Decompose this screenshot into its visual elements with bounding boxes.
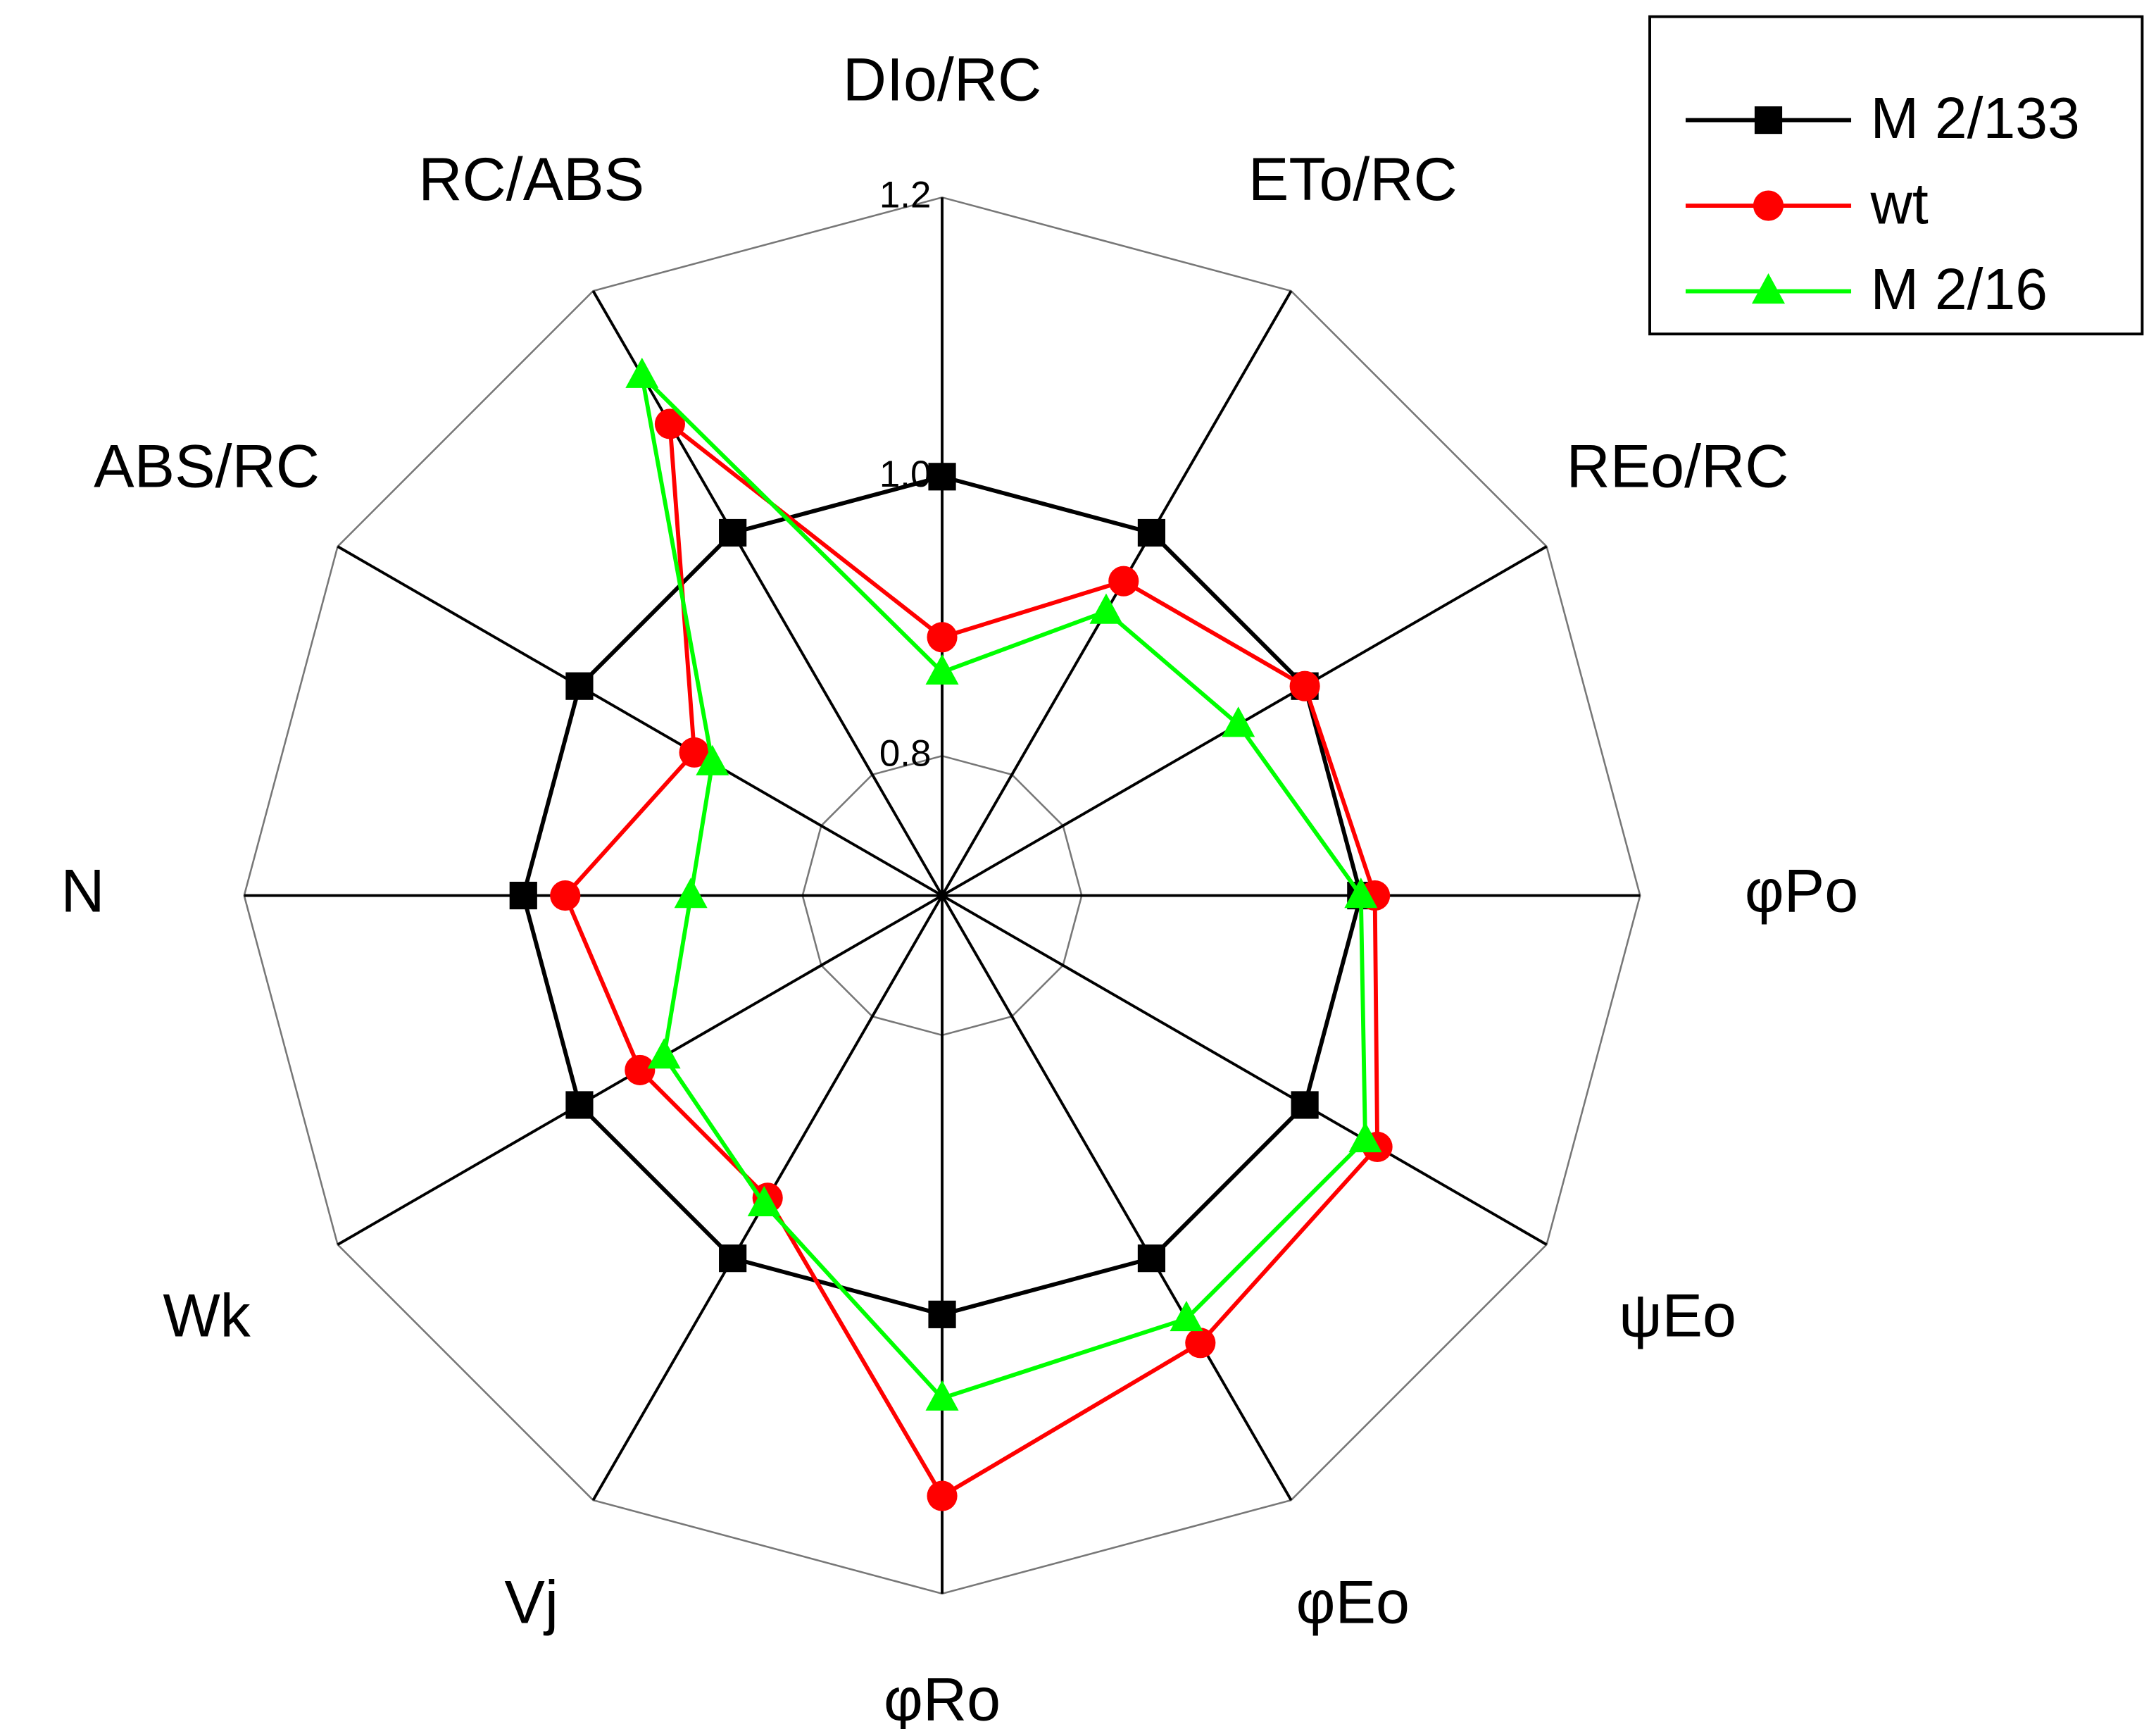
marker — [747, 1185, 781, 1217]
marker — [565, 1091, 594, 1119]
legend-label: M 2/133 — [1870, 87, 2079, 151]
legend: M 2/133 wt M 2/16 — [1648, 15, 2144, 336]
category-label: ETo/RC — [1248, 146, 1458, 213]
legend-marker — [1753, 190, 1784, 221]
marker — [925, 654, 959, 685]
marker — [1108, 566, 1139, 597]
axis-spoke — [941, 894, 1548, 1246]
marker — [1348, 1122, 1382, 1153]
category-label: φPo — [1745, 857, 1858, 925]
legend-box — [1648, 15, 2144, 336]
category-label: φEo — [1296, 1569, 1410, 1637]
r-tick-label: 1.2 — [879, 174, 932, 216]
axis-spoke — [941, 894, 1293, 1502]
marker — [654, 408, 685, 439]
marker — [1289, 670, 1320, 701]
marker — [696, 744, 729, 775]
marker — [1170, 1301, 1203, 1332]
marker — [565, 672, 594, 700]
legend-label: M 2/16 — [1870, 258, 2047, 322]
category-label: Wk — [163, 1282, 251, 1349]
marker — [550, 880, 581, 911]
marker — [1344, 878, 1378, 909]
marker — [509, 881, 537, 910]
r-tick-label: 0.8 — [879, 732, 932, 774]
marker — [679, 737, 710, 768]
marker — [674, 878, 708, 909]
marker — [1137, 518, 1166, 547]
marker — [719, 518, 747, 547]
category-label: RC/ABS — [418, 146, 644, 213]
axis-spoke — [591, 290, 944, 897]
category-label: ψEo — [1619, 1282, 1736, 1349]
marker — [925, 1380, 959, 1411]
marker — [719, 1244, 747, 1273]
category-label: ABS/RC — [94, 432, 320, 500]
marker — [625, 357, 659, 388]
category-label: DIo/RC — [843, 46, 1042, 113]
category-label: Vj — [504, 1569, 558, 1637]
marker — [927, 1480, 958, 1511]
marker — [1137, 1244, 1166, 1273]
category-label: REo/RC — [1566, 432, 1788, 500]
r-tick-label: 1.0 — [879, 454, 932, 495]
category-label: φRo — [884, 1666, 1001, 1729]
marker — [625, 1054, 656, 1085]
category-label: N — [61, 857, 104, 925]
legend-label: wt — [1869, 173, 1928, 237]
marker — [1089, 593, 1123, 624]
axis-spoke — [337, 545, 944, 897]
marker — [1291, 1091, 1319, 1119]
marker — [647, 1038, 681, 1069]
legend-marker — [1751, 273, 1786, 304]
legend-marker — [1754, 106, 1783, 135]
marker — [1222, 706, 1255, 737]
marker — [928, 463, 956, 491]
marker — [1185, 1328, 1216, 1359]
marker — [927, 622, 958, 653]
marker — [928, 1300, 956, 1328]
